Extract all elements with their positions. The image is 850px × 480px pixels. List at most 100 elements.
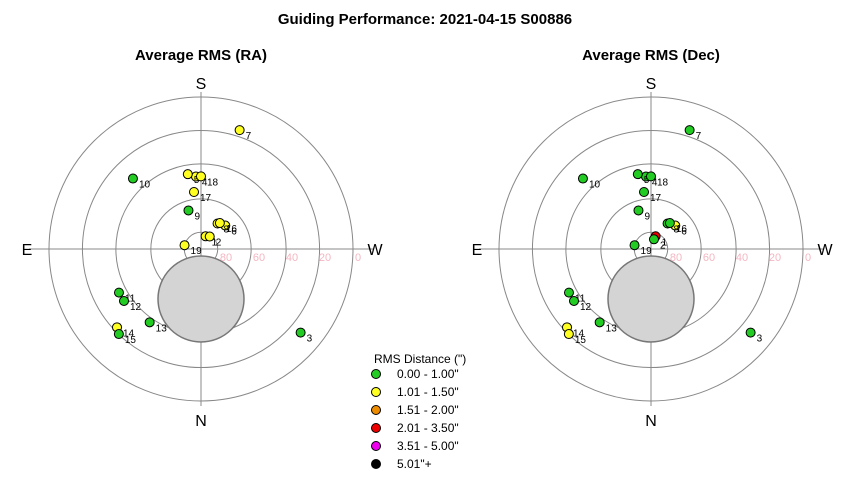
direction-label-n: N <box>195 413 207 430</box>
legend-marker-1 <box>371 387 381 397</box>
altitude-tick-label: 0 <box>355 252 361 264</box>
data-point-18 <box>646 171 656 182</box>
legend-label-1: 1.01 - 1.50" <box>397 385 459 399</box>
data-point-16 <box>664 218 675 229</box>
data-point-13 <box>144 317 155 328</box>
data-point-label-1: 1 <box>662 237 668 248</box>
direction-label-n: N <box>645 413 657 430</box>
data-point-label-4: 4 <box>652 178 658 189</box>
data-point-label-3: 3 <box>307 334 313 345</box>
data-point-label-6: 6 <box>231 227 237 238</box>
altitude-tick-label: 60 <box>253 252 265 264</box>
legend-label-0: 0.00 - 1.00" <box>397 367 459 381</box>
altitude-tick-label: 40 <box>286 252 298 264</box>
data-point-19 <box>629 240 640 251</box>
data-point-label-2: 2 <box>660 240 666 251</box>
altitude-tick-label: 0 <box>805 252 811 264</box>
data-point-label-11: 11 <box>575 294 586 305</box>
data-point-label-19: 19 <box>641 246 653 257</box>
data-point-9 <box>633 205 644 216</box>
data-point-label-18: 18 <box>657 177 669 188</box>
data-point-12 <box>118 295 129 306</box>
data-point-5 <box>182 169 193 180</box>
altitude-tick-label: 20 <box>319 252 331 264</box>
altitude-tick-label: 20 <box>769 252 781 264</box>
panel-title-dec: Average RMS (Dec) <box>582 47 720 64</box>
data-point-label-1: 1 <box>212 237 218 248</box>
legend-marker-5 <box>371 459 381 469</box>
data-point-7 <box>234 125 245 136</box>
data-point-11 <box>113 287 124 298</box>
legend-marker-2 <box>371 405 381 415</box>
data-point-label-8: 8 <box>224 225 230 236</box>
data-point-label-7: 7 <box>696 131 702 142</box>
data-point-label-6: 6 <box>681 227 687 238</box>
direction-label-w: W <box>817 242 833 259</box>
data-point-12 <box>568 295 579 306</box>
data-point-label-2: 2 <box>216 238 222 249</box>
data-point-label-11: 11 <box>125 294 136 305</box>
legend-label-3: 2.01 - 3.50" <box>397 421 459 435</box>
data-point-2 <box>648 234 659 245</box>
data-point-label-10: 10 <box>139 180 151 191</box>
data-point-17 <box>639 187 650 198</box>
data-point-label-12: 12 <box>580 302 592 313</box>
altitude-tick-label: 80 <box>220 252 232 264</box>
panel-ra: 80 60 40 20 0 Average RMS (RA) S N E W 12 3 45 6 7 8 9… <box>22 47 384 430</box>
data-point-13 <box>594 317 605 328</box>
data-point-label-12: 12 <box>130 302 142 313</box>
polar-grid: 80 60 40 20 0 <box>479 92 823 406</box>
legend-marker-3 <box>371 423 381 433</box>
data-point-15 <box>113 329 124 340</box>
data-point-label-13: 13 <box>156 323 168 334</box>
legend-title: RMS Distance (") <box>374 352 466 366</box>
data-point-5 <box>632 169 643 180</box>
data-point-18 <box>196 171 206 182</box>
data-point-3 <box>295 327 306 338</box>
data-point-label-7: 7 <box>246 131 252 142</box>
direction-label-e: E <box>472 242 483 259</box>
data-point-10 <box>127 173 138 184</box>
data-point-label-19: 19 <box>191 246 203 257</box>
data-point-label-14: 14 <box>123 328 135 339</box>
legend-marker-0 <box>371 369 381 379</box>
data-point-10 <box>577 173 588 184</box>
direction-label-s: S <box>196 76 207 93</box>
data-point-label-5: 5 <box>644 175 650 186</box>
data-point-9 <box>183 205 194 216</box>
obstruction-disk <box>157 255 245 343</box>
legend-label-2: 1.51 - 2.00" <box>397 403 459 417</box>
data-point-label-17: 17 <box>200 193 212 204</box>
data-point-label-9: 9 <box>194 211 200 222</box>
data-point-label-10: 10 <box>589 180 601 191</box>
obstruction-disk <box>607 255 695 343</box>
data-point-19 <box>179 240 190 251</box>
panel-dec: 80 60 40 20 0 Average RMS (Dec) SNE W12345678… <box>472 47 834 430</box>
direction-label-w: W <box>367 242 383 259</box>
altitude-tick-label: 60 <box>703 252 715 264</box>
data-point-label-8: 8 <box>674 225 680 236</box>
data-point-2 <box>204 231 215 242</box>
data-point-16 <box>214 218 225 229</box>
data-point-label-17: 17 <box>650 193 662 204</box>
data-point-17 <box>189 187 200 198</box>
altitude-tick-label: 40 <box>736 252 748 264</box>
altitude-tick-label: 80 <box>670 252 682 264</box>
data-point-label-16: 16 <box>676 224 688 235</box>
data-point-label-14: 14 <box>573 328 585 339</box>
legend-label-5: 5.01"+ <box>397 457 432 471</box>
data-point-15 <box>563 329 574 340</box>
data-point-label-4: 4 <box>202 178 208 189</box>
data-point-label-15: 15 <box>575 335 587 346</box>
chart-title: Guiding Performance: 2021-04-15 S00886 <box>278 11 572 28</box>
data-point-label-5: 5 <box>194 175 200 186</box>
data-point-label-9: 9 <box>644 211 650 222</box>
data-point-label-16: 16 <box>226 224 238 235</box>
data-point-7 <box>684 125 695 136</box>
data-point-label-13: 13 <box>606 323 618 334</box>
legend: RMS Distance (") 0.00 - 1.00" 1.01 - 1.50… <box>371 352 466 471</box>
data-point-11 <box>563 287 574 298</box>
